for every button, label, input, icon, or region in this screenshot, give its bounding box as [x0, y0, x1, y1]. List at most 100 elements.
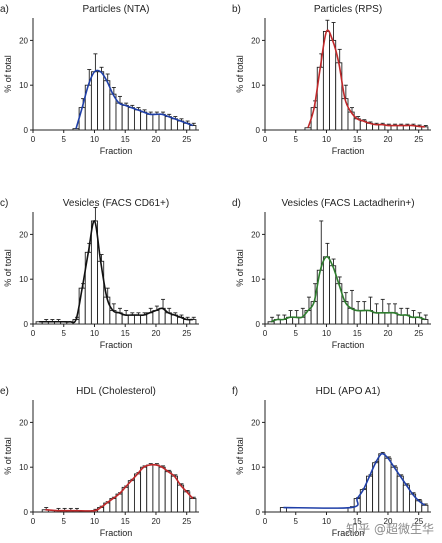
x-tick-label: 5 [62, 517, 67, 526]
y-axis-label: % of total [235, 249, 245, 287]
bar [372, 462, 380, 513]
bar [78, 107, 86, 131]
bar [372, 312, 380, 325]
bar [189, 498, 197, 513]
x-tick-label: 20 [384, 329, 393, 338]
x-tick-label: 15 [121, 135, 130, 144]
x-tick-label: 10 [90, 135, 99, 144]
y-axis-label: % of total [3, 437, 13, 475]
bar [177, 484, 185, 513]
bar [353, 310, 361, 325]
x-tick-label: 0 [31, 135, 36, 144]
y-tick-label: 20 [19, 230, 28, 239]
x-axis-label: Fraction [100, 528, 133, 538]
bar [378, 453, 386, 513]
bar [365, 310, 374, 325]
bar [90, 220, 99, 325]
x-axis-label: Fraction [100, 146, 133, 156]
bar [140, 314, 148, 325]
x-axis-label: Fraction [332, 340, 365, 350]
y-axis-label: % of total [235, 55, 245, 93]
chart-title: Particles (RPS) [314, 4, 382, 15]
y-tick-label: 10 [19, 275, 28, 284]
bar [152, 113, 160, 131]
x-tick-label: 25 [414, 329, 423, 338]
y-axis-label: % of total [3, 55, 13, 93]
bar [146, 464, 154, 513]
y-tick-label: 0 [24, 508, 29, 517]
y-tick-label: 0 [24, 320, 29, 329]
fit-line [307, 29, 425, 129]
bar [304, 127, 312, 131]
bar [103, 296, 111, 325]
fit-line [45, 463, 194, 512]
x-tick-label: 10 [90, 329, 99, 338]
x-tick-label: 0 [263, 135, 268, 144]
bar [359, 310, 367, 325]
bar [421, 504, 429, 513]
y-tick-label: 0 [24, 126, 29, 135]
bar [279, 507, 287, 513]
bar [384, 312, 392, 325]
watermark: 知乎 @超微生华 [346, 522, 434, 536]
bar [127, 107, 135, 131]
y-tick-label: 10 [251, 81, 260, 90]
y-tick-label: 0 [256, 320, 261, 329]
bar [396, 475, 404, 513]
bar [103, 80, 111, 131]
y-tick-label: 10 [251, 463, 260, 472]
x-tick-label: 15 [353, 329, 362, 338]
x-tick-label: 10 [322, 329, 331, 338]
x-tick-label: 25 [182, 135, 191, 144]
chart-title: Vesicles (FACS CD61+) [63, 198, 169, 209]
x-tick-label: 10 [322, 517, 331, 526]
bar [121, 104, 129, 131]
bar [378, 312, 386, 325]
panel-letter: d) [232, 198, 241, 209]
bar [140, 466, 148, 513]
bar [158, 466, 166, 513]
bar [390, 312, 398, 325]
bar [97, 71, 105, 131]
x-tick-label: 0 [263, 517, 268, 526]
panel-letter: a) [0, 4, 9, 15]
bar [170, 118, 178, 131]
bar [121, 486, 129, 513]
x-tick-label: 25 [414, 135, 423, 144]
bar [329, 265, 337, 325]
panel-d: d) Vesicles (FACS Lactadherin+) 0 10 20 0 5 10 1… [232, 198, 431, 350]
x-tick-label: 0 [31, 517, 36, 526]
x-tick-label: 20 [152, 329, 161, 338]
y-axis-label: % of total [3, 249, 13, 287]
chart-title: Vesicles (FACS Lactadherin+) [281, 198, 414, 209]
bar [390, 466, 398, 513]
bar [152, 464, 160, 513]
fit-line [39, 220, 193, 324]
bar [127, 480, 135, 513]
bar [322, 30, 331, 131]
y-tick-label: 20 [251, 230, 260, 239]
y-tick-label: 20 [251, 418, 260, 427]
y-tick-label: 0 [256, 126, 261, 135]
bar [109, 93, 117, 131]
x-tick-label: 5 [62, 135, 67, 144]
bar [158, 113, 166, 131]
bar [329, 39, 337, 131]
bar [409, 316, 417, 325]
fit-line [283, 452, 426, 509]
x-tick-label: 20 [152, 135, 161, 144]
bar [127, 314, 135, 325]
bar [72, 128, 80, 131]
y-tick-label: 20 [251, 36, 260, 45]
x-tick-label: 15 [121, 329, 130, 338]
y-tick-label: 0 [256, 508, 261, 517]
bar [133, 314, 142, 325]
x-tick-label: 5 [294, 517, 299, 526]
x-tick-label: 5 [294, 135, 299, 144]
y-axis-label: % of total [235, 437, 245, 475]
x-tick-label: 15 [121, 517, 130, 526]
bar [396, 314, 404, 325]
x-tick-label: 10 [90, 517, 99, 526]
y-tick-label: 10 [19, 81, 28, 90]
chart-title: Particles (NTA) [82, 4, 149, 15]
